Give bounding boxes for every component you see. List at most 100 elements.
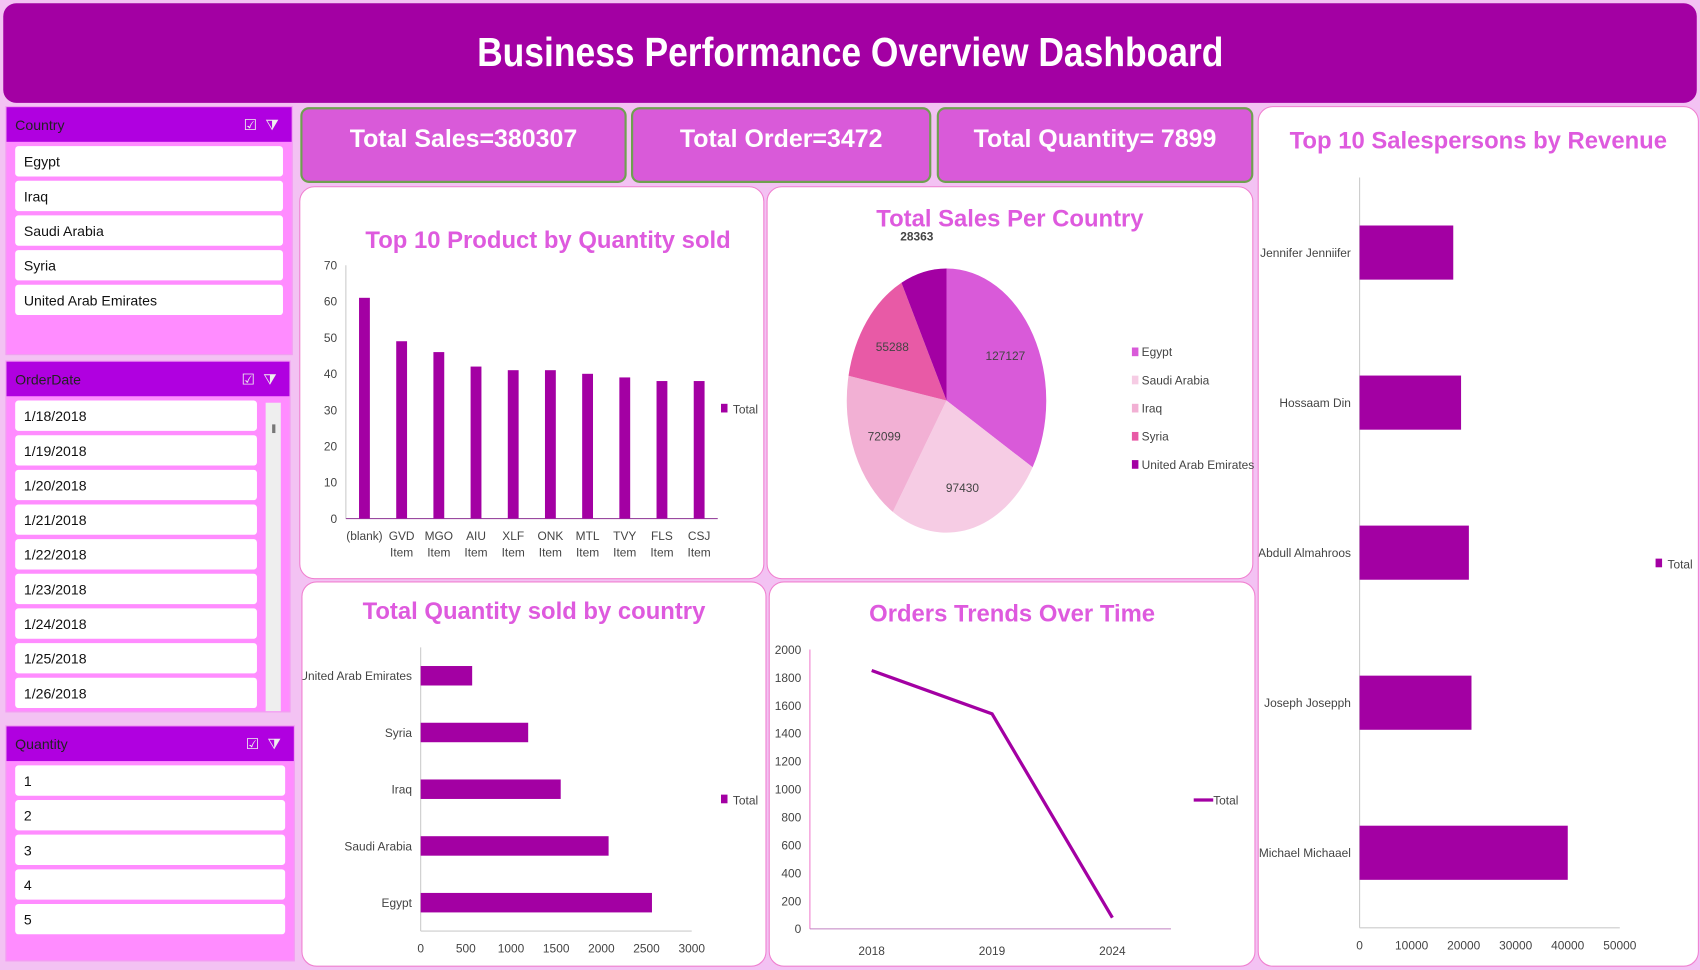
slicer-item[interactable]: 1/24/2018 — [15, 608, 257, 639]
y-tick-label: 30 — [324, 403, 338, 417]
slicer-title: OrderDate — [15, 370, 81, 388]
bar — [1359, 225, 1454, 280]
clear-filter-icon[interactable]: ⧩ — [265, 115, 279, 133]
legend-swatch — [1131, 403, 1139, 413]
slicer-list: 1/18/2018 1/19/2018 1/20/2018 1/21/2018 1/22… — [7, 400, 266, 709]
slicer-item[interactable]: Syria — [15, 250, 283, 281]
x-tick-label: CSJ Item — [688, 529, 711, 559]
slicer-item[interactable]: 5 — [15, 903, 286, 935]
multi-select-icon[interactable]: ☑ — [243, 115, 258, 133]
bar — [420, 779, 561, 799]
y-tick-label: Egypt — [382, 896, 413, 910]
legend-swatch — [1131, 460, 1139, 469]
slicer-item[interactable]: 3 — [15, 834, 286, 865]
y-tick-label: 60 — [324, 295, 338, 309]
x-tick-label: 1500 — [543, 942, 570, 956]
y-tick-label: Saudi Arabia — [344, 839, 412, 853]
slicer-item[interactable]: 1/20/2018 — [15, 469, 257, 501]
legend-swatch — [1131, 375, 1139, 385]
y-tick-label: 2000 — [775, 643, 802, 657]
kpi-total-quantity: Total Quantity= 7899 — [936, 107, 1254, 183]
trend-line — [871, 668, 1114, 919]
legend-label: Iraq — [1142, 401, 1163, 415]
x-tick-label: 10000 — [1395, 938, 1429, 952]
bar — [507, 370, 519, 519]
x-tick-label: 2018 — [858, 944, 885, 958]
kpi-total-orders: Total Order=3472 — [631, 107, 932, 183]
slicer-item[interactable]: 1/19/2018 — [15, 435, 257, 466]
pie-slice — [846, 375, 947, 512]
y-tick-label: 1600 — [775, 699, 802, 713]
legend-swatch — [1655, 558, 1663, 568]
y-tick-label: United Arab Emirates — [302, 669, 412, 683]
pie-slice — [848, 282, 947, 401]
legend-label: Saudi Arabia — [1142, 373, 1210, 387]
slicer-item[interactable]: 1 — [15, 765, 286, 796]
slicer-item[interactable]: 1/25/2018 — [15, 643, 257, 674]
x-tick-label: 2500 — [633, 942, 660, 956]
slicer-list: Egypt Iraq Saudi Arabia Syria United Arab Em… — [7, 146, 292, 316]
y-tick-label: Hossaam Din — [1279, 396, 1351, 410]
multi-select-icon[interactable]: ☑ — [241, 369, 256, 388]
x-tick-label: 3000 — [678, 942, 705, 956]
x-tick-label: 2019 — [979, 944, 1006, 958]
clear-filter-icon[interactable]: ⧩ — [263, 369, 277, 388]
salespersons-chart-card: Top 10 Salespersons by Revenue 0 10000 200… — [1257, 106, 1699, 967]
pie-slice — [946, 268, 1047, 468]
x-tick-label: 0 — [1356, 938, 1363, 952]
y-tick-label: 400 — [781, 866, 801, 880]
slicer-item[interactable]: 1/26/2018 — [15, 677, 257, 709]
pie-chart-card: Total Sales Per Country 127127 Egypt 97430… — [766, 186, 1254, 580]
bar — [693, 381, 705, 519]
legend-swatch — [720, 403, 728, 413]
multi-select-icon[interactable]: ☑ — [245, 734, 260, 752]
country-slicer: Country ☑ ⧩ Egypt Iraq Saudi Arabia Syria Unit… — [5, 106, 293, 356]
data-label: 72099 — [868, 429, 902, 443]
slicer-item[interactable]: Egypt — [15, 146, 283, 177]
y-tick-label: 600 — [781, 838, 801, 852]
bar — [582, 373, 594, 519]
slicer-item[interactable]: 1/23/2018 — [15, 573, 257, 605]
x-tick-label: 1000 — [498, 942, 525, 956]
legend-label: Total — [733, 793, 758, 807]
slicer-item[interactable]: 1/22/2018 — [15, 539, 257, 570]
chart-title: Total Sales Per Country — [876, 204, 1144, 232]
qty-country-chart-card: Total Quantity sold by country 0 500 1000 1… — [301, 581, 767, 967]
legend-swatch — [1131, 347, 1139, 357]
y-tick-label: 50 — [324, 331, 338, 345]
x-tick-label: GVD Item — [389, 529, 415, 559]
slicer-item[interactable]: 2 — [15, 800, 286, 831]
slicer-item[interactable]: 1/18/2018 — [15, 400, 257, 431]
x-tick-label: XLF Item — [502, 529, 525, 559]
slicer-item[interactable]: Saudi Arabia — [15, 215, 283, 246]
x-tick-label: 2000 — [588, 942, 615, 956]
trend-chart-card: Orders Trends Over Time 0 200 400 600 800 100… — [768, 581, 1256, 967]
clear-filter-icon[interactable]: ⧩ — [267, 734, 282, 752]
chart-title: Top 10 Salespersons by Revenue — [1289, 126, 1667, 154]
qty-country-chart: 0 500 1000 1500 2000 2500 3000 United Arab Emir… — [302, 647, 758, 956]
orderdate-slicer: OrderDate ☑ ⧩ 1/18/2018 1/19/2018 1/20/2018 1… — [5, 360, 291, 713]
y-tick-label: Syria — [385, 726, 413, 740]
bar — [656, 381, 668, 519]
slicer-item[interactable]: Iraq — [15, 180, 283, 212]
bar — [420, 892, 652, 913]
slicer-item[interactable]: 4 — [15, 869, 286, 900]
y-tick-label: 800 — [781, 810, 801, 824]
bar — [1359, 525, 1469, 580]
y-tick-label: 70 — [324, 259, 338, 273]
x-tick-label: 30000 — [1499, 938, 1533, 952]
data-label: 55288 — [876, 340, 910, 354]
legend-swatch — [1131, 431, 1139, 441]
bar — [470, 366, 482, 519]
scrollbar[interactable] — [265, 402, 281, 712]
slicer-item[interactable]: 1/21/2018 — [15, 504, 257, 535]
chart-title: Orders Trends Over Time — [869, 599, 1156, 627]
bar — [1359, 675, 1472, 730]
slicer-item[interactable]: United Arab Emirates — [15, 284, 283, 316]
bar — [420, 666, 473, 686]
x-tick-label: 20000 — [1447, 938, 1481, 952]
chart-title: Top 10 Product by Quantity sold — [365, 226, 731, 254]
pie-chart: 127127 Egypt 97430 Saudi Arabia 72099 Iraq 552… — [846, 229, 1254, 533]
